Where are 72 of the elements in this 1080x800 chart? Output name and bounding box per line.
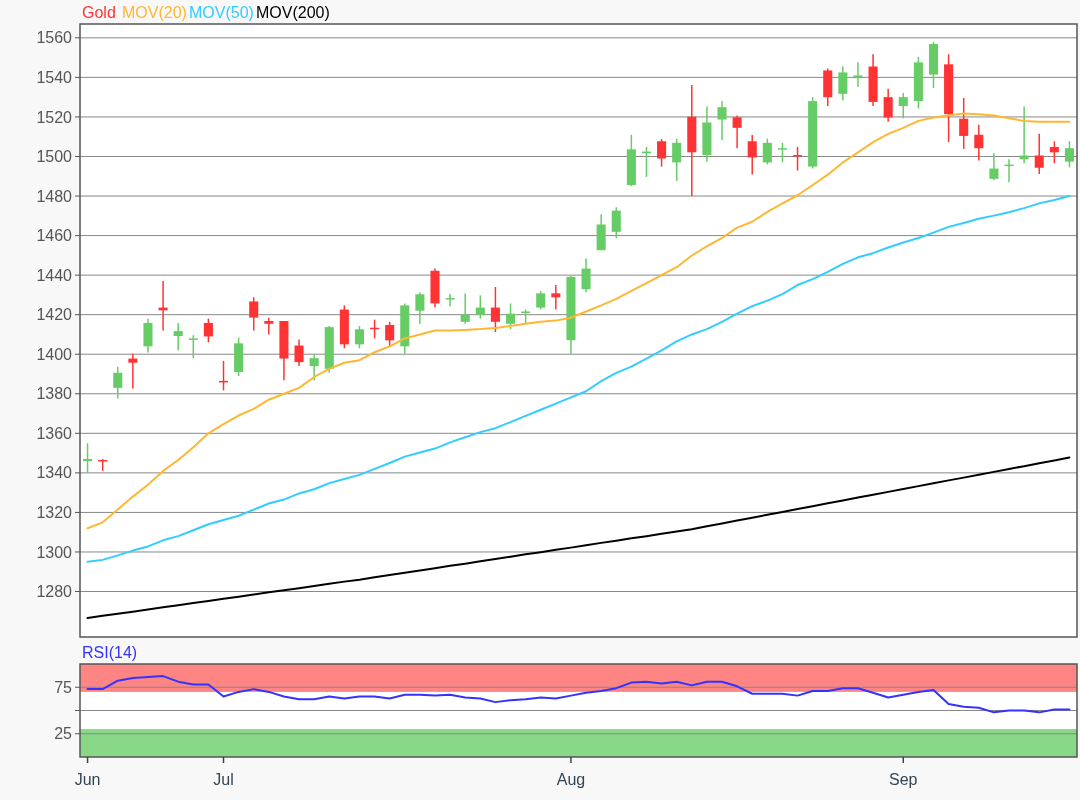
y-tick-label: 1280 bbox=[36, 583, 73, 601]
candlestick bbox=[385, 321, 395, 348]
candlestick bbox=[581, 257, 591, 294]
y-tick-label: 1440 bbox=[36, 266, 73, 284]
candlestick bbox=[128, 352, 138, 390]
candlestick bbox=[249, 296, 259, 332]
candlestick bbox=[853, 61, 863, 88]
candlestick bbox=[294, 338, 304, 367]
candlestick bbox=[188, 334, 198, 359]
y-tick-label: 75 bbox=[54, 678, 73, 696]
candlestick bbox=[551, 284, 561, 311]
candlestick bbox=[883, 88, 893, 123]
y-tick-label: 25 bbox=[54, 725, 73, 743]
candlestick bbox=[657, 138, 667, 168]
y-tick-label: 1480 bbox=[36, 187, 73, 205]
y-tick-label: 1320 bbox=[36, 504, 73, 522]
candlestick bbox=[354, 325, 364, 350]
candlestick bbox=[747, 134, 757, 176]
y-tick-label: 1460 bbox=[36, 227, 73, 245]
candlestick bbox=[611, 206, 621, 239]
candlestick bbox=[959, 97, 969, 150]
y-tick-label: 1400 bbox=[36, 345, 73, 363]
candlestick bbox=[1049, 140, 1059, 164]
candlestick bbox=[732, 114, 742, 149]
y-tick-label: 1520 bbox=[36, 108, 73, 126]
candlestick bbox=[445, 293, 455, 307]
candlestick bbox=[989, 152, 999, 181]
line-series bbox=[86, 112, 1071, 530]
text: MOV(200) bbox=[256, 4, 330, 21]
candlestick bbox=[974, 124, 984, 162]
candlestick bbox=[415, 291, 425, 325]
line-series bbox=[86, 195, 1071, 563]
x-tick-label: Jun bbox=[74, 771, 101, 788]
candlestick bbox=[460, 292, 470, 325]
candlestick bbox=[475, 294, 485, 320]
candlestick bbox=[838, 65, 848, 102]
candlestick bbox=[717, 100, 727, 141]
candlestick bbox=[777, 142, 787, 164]
y-tick-label: 1540 bbox=[36, 68, 73, 86]
candlestick bbox=[1019, 105, 1029, 164]
x-tick-label: Sep bbox=[889, 771, 918, 788]
x-tick-label: Aug bbox=[556, 771, 586, 788]
candlestick bbox=[672, 137, 682, 182]
candlestick bbox=[898, 92, 908, 120]
candlestick bbox=[490, 286, 500, 333]
text: MOV(20) bbox=[122, 4, 187, 21]
series-label: RSI(14) bbox=[82, 644, 138, 661]
candlestick bbox=[264, 316, 274, 336]
line-series bbox=[86, 456, 1071, 620]
candlestick bbox=[505, 302, 516, 330]
candlestick bbox=[113, 365, 123, 400]
candlestick bbox=[203, 317, 213, 344]
candlestick bbox=[793, 146, 803, 172]
candlestick bbox=[1034, 133, 1044, 175]
candlestick bbox=[83, 442, 93, 474]
candlestick bbox=[143, 318, 153, 354]
y-tick-label: 1560 bbox=[36, 29, 73, 47]
text: Gold bbox=[82, 4, 116, 21]
y-tick-label: 1340 bbox=[36, 464, 73, 482]
y-tick-label: 1500 bbox=[36, 148, 73, 166]
candlestick bbox=[762, 137, 772, 166]
x-tick-label: Jul bbox=[213, 771, 234, 788]
y-tick-label: 1300 bbox=[36, 543, 73, 561]
candlestick bbox=[1064, 140, 1074, 169]
candlestick bbox=[309, 353, 319, 381]
y-tick-label: 1420 bbox=[36, 306, 73, 324]
text: MOV(50) bbox=[189, 4, 254, 21]
candlestick bbox=[173, 322, 183, 352]
line-series bbox=[86, 675, 1071, 714]
candlestick bbox=[536, 290, 546, 311]
y-tick-label: 1360 bbox=[36, 424, 73, 442]
y-tick-label: 1380 bbox=[36, 385, 73, 403]
